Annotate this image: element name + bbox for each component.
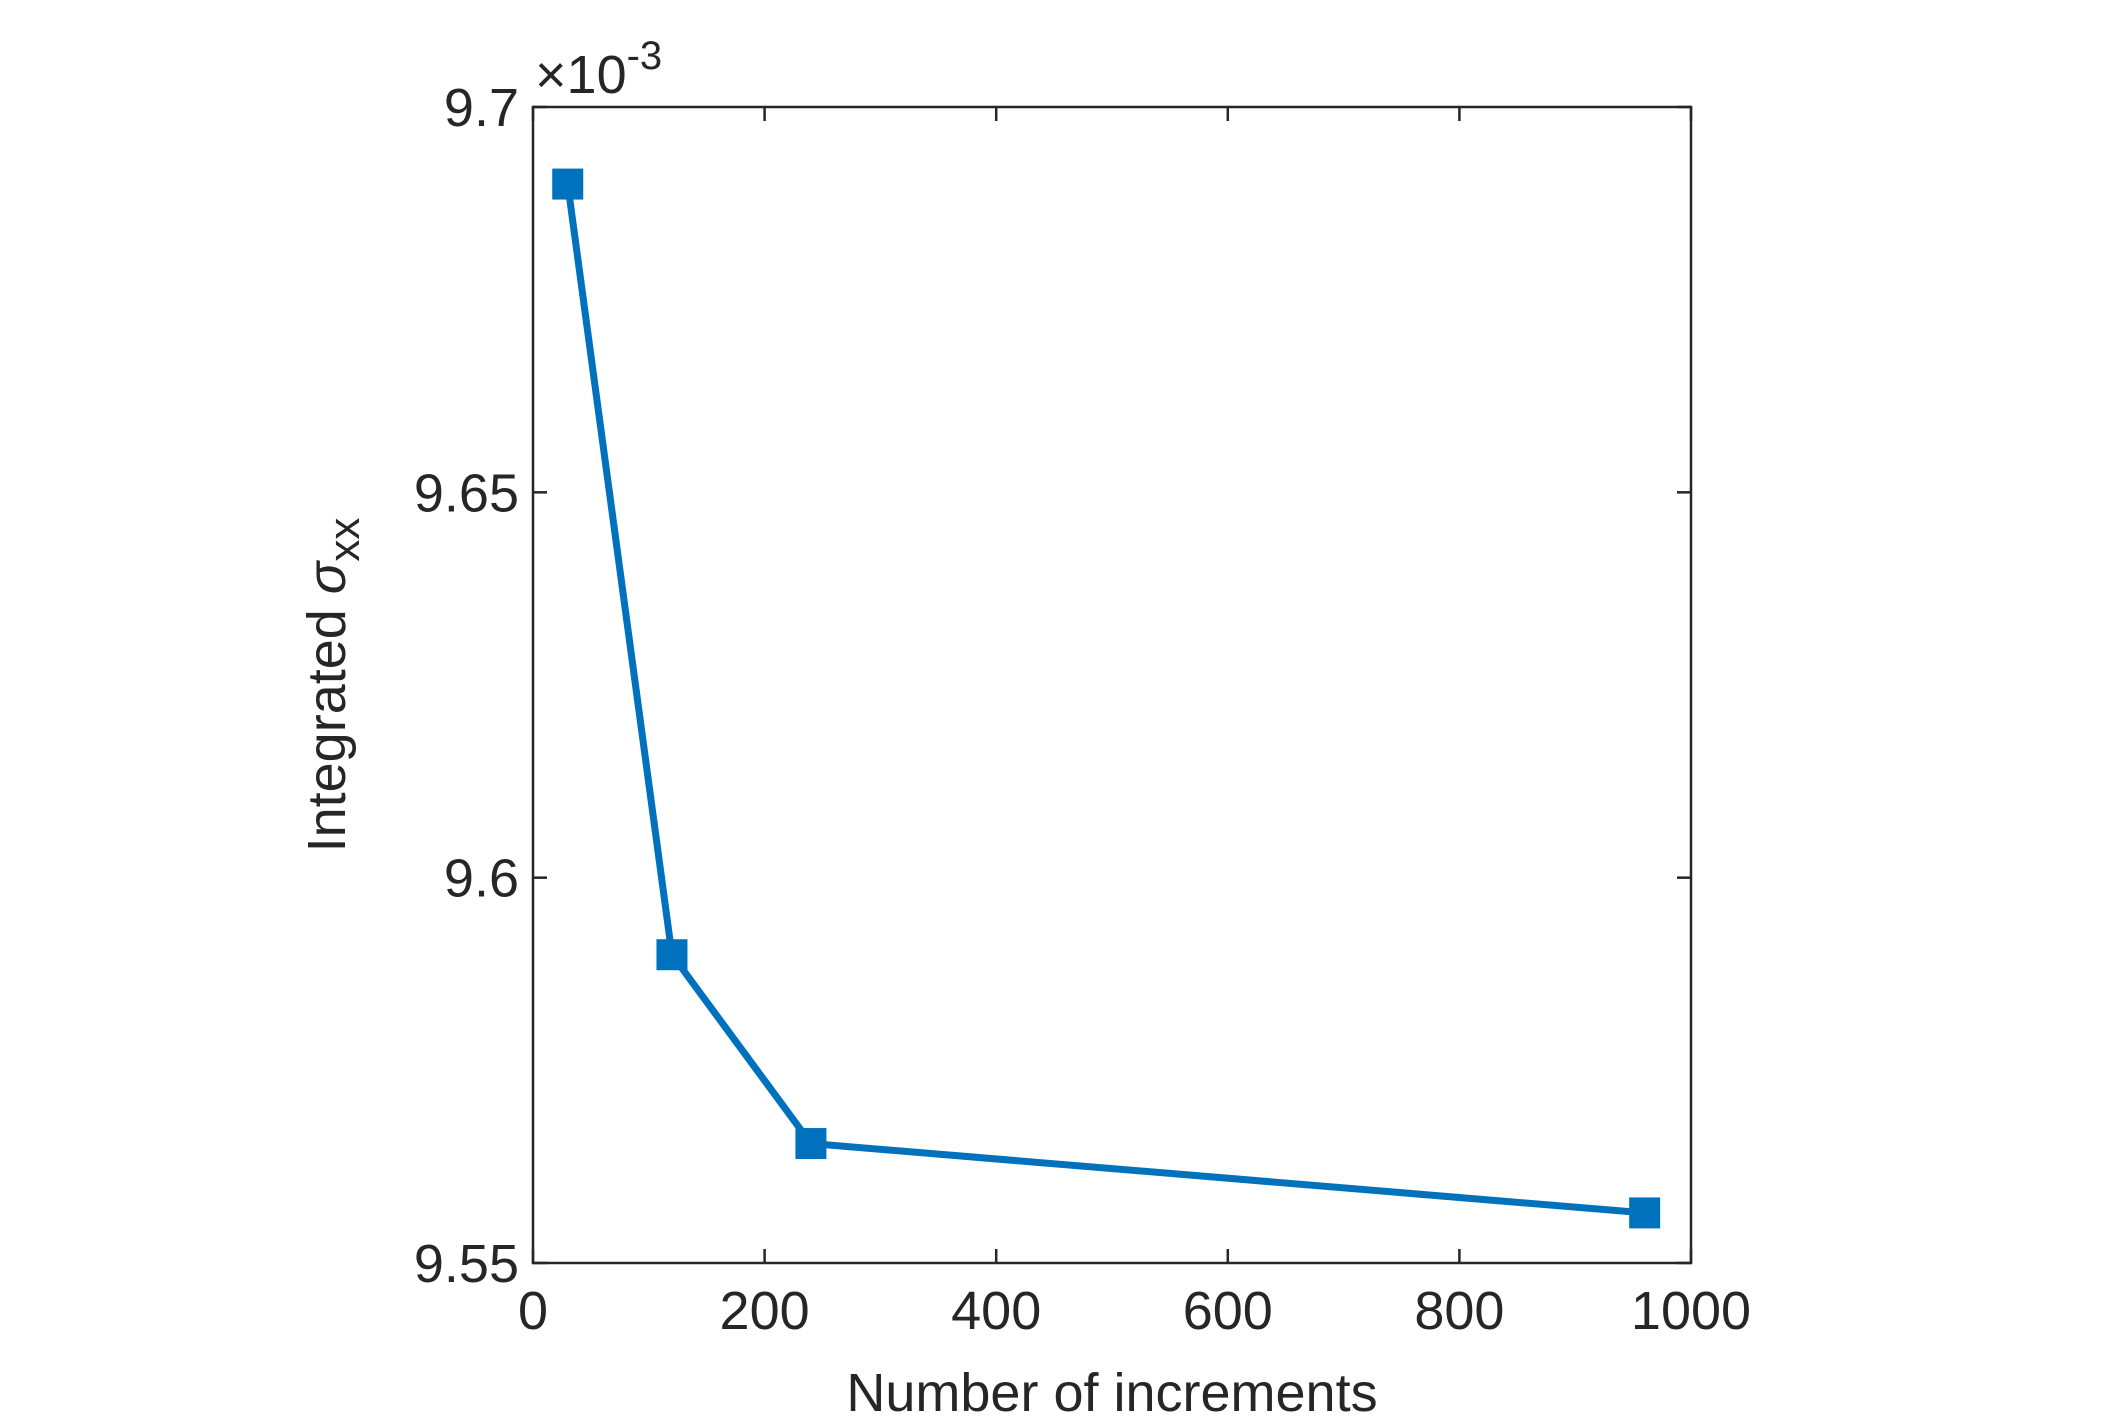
axes-box: [531, 105, 1693, 1265]
y-axis-label-symbol: σ: [297, 559, 357, 594]
x-tick-label: 600: [1183, 1281, 1273, 1341]
x-tick-label: 800: [1414, 1281, 1504, 1341]
y-tick-label: 9.7: [444, 78, 519, 138]
y-axis-label: Integrated σxx: [297, 518, 369, 853]
x-axis-label: Number of increments: [846, 1363, 1377, 1417]
x-tick-label: 1000: [1631, 1281, 1751, 1341]
x-axis-ticks: 0 200 400 600 800 1000: [518, 107, 1751, 1341]
series-line: [564, 183, 1645, 1217]
plot-area: 0 200 400 600 800 1000 9.55 9.6 9.65 9.7: [414, 78, 1751, 1341]
y-axis-label-main: Integrated: [297, 594, 357, 852]
data-point-marker: [656, 939, 688, 971]
y-multiplier-base: ×10: [535, 45, 627, 105]
series-layer: [552, 168, 1661, 1229]
y-axis-label-subscript: xx: [320, 518, 369, 562]
y-axis-multiplier: ×10-3: [535, 34, 662, 105]
x-tick-label: 200: [720, 1281, 810, 1341]
y-tick-label: 9.55: [414, 1234, 519, 1294]
y-tick-label: 9.6: [444, 849, 519, 909]
y-tick-label: 9.65: [414, 463, 519, 523]
data-point-marker: [1629, 1197, 1661, 1229]
x-tick-label: 0: [518, 1281, 548, 1341]
data-point-marker: [552, 168, 584, 200]
y-axis-ticks: 9.55 9.6 9.65 9.7: [414, 78, 1691, 1294]
x-tick-label: 400: [951, 1281, 1041, 1341]
data-point-marker: [795, 1128, 827, 1160]
y-multiplier-exponent: -3: [627, 34, 663, 78]
